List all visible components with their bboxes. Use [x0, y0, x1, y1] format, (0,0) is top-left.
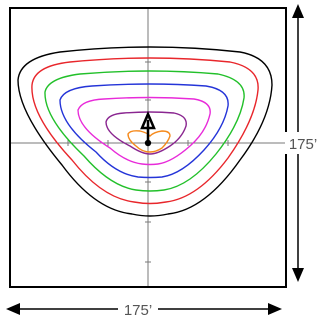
contour-green: [44, 70, 245, 192]
contour-black: [17, 46, 273, 217]
vertical-dimension-label: 175’: [289, 136, 317, 153]
crosshair-ticks: [67, 61, 229, 263]
contour-magenta: [77, 96, 211, 166]
horizontal-dimension: 175’: [6, 298, 282, 320]
luminaire-symbol: [140, 110, 156, 147]
vertical-dimension: 175’: [285, 4, 321, 282]
horizontal-dimension-label: 175’: [124, 302, 152, 319]
isofootcandle-contours: [17, 46, 273, 217]
contour-blue: [59, 83, 229, 179]
contour-red: [31, 57, 259, 205]
contour-purple: [105, 111, 187, 155]
contour-orange: [127, 130, 171, 153]
